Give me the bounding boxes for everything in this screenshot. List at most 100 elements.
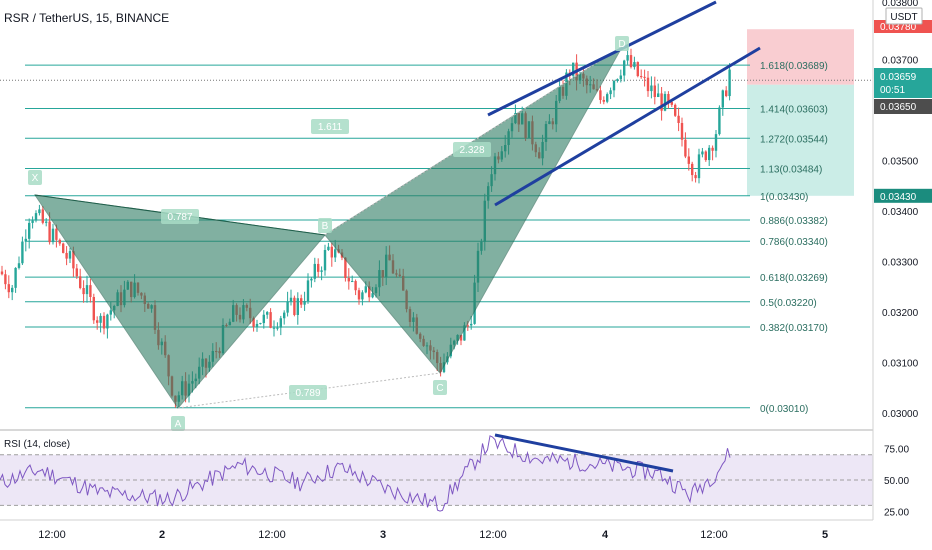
last-close-tag (874, 99, 932, 114)
candle-body (62, 243, 65, 253)
rsi-tick-label: 75.00 (884, 444, 909, 455)
candle-body (694, 175, 697, 179)
candle-body (442, 362, 446, 373)
ratio-xab-label-box (161, 209, 199, 224)
ratio-bcd-label: 2.328 (459, 145, 484, 156)
candle-body (708, 147, 711, 161)
fib-label: 0.618(0.03269) (760, 273, 828, 284)
candle-body (619, 75, 622, 80)
candle-body (599, 90, 602, 100)
candle-body (629, 55, 633, 68)
fib-label: 0.5(0.03220) (760, 298, 817, 309)
ratio-bcd-label-box (453, 142, 491, 157)
candle-body (687, 156, 690, 164)
ratio-xad-label-box (311, 119, 349, 134)
rsi-title: RSI (14, close) (4, 439, 70, 450)
price-tick-label: 0.03100 (882, 358, 919, 369)
target-price-label: 0.03430 (880, 192, 917, 203)
candle-body (7, 284, 10, 293)
fib-label: 0.786(0.03340) (760, 237, 828, 248)
candle-body (643, 76, 646, 78)
candle-body (58, 239, 61, 244)
candle-body (470, 323, 473, 326)
candle-body (306, 280, 310, 302)
candle-body (667, 93, 670, 102)
candle-body (317, 263, 320, 272)
trend-channel[interactable] (487, 0, 761, 207)
rsi-divergence-line[interactable] (494, 433, 674, 473)
candle-body (289, 297, 293, 302)
candle-body (718, 107, 721, 135)
candle-body (75, 268, 78, 277)
candle-body (572, 62, 575, 76)
candle-body (653, 85, 656, 98)
ratio-abc-label: 0.789 (295, 388, 320, 399)
candle-body (364, 286, 367, 293)
candle-body (361, 292, 364, 300)
candle-body (11, 287, 14, 293)
candle-body (357, 290, 361, 300)
price-pane[interactable]: 1.618(0.03689) 1.414(0.03603) 1.272(0.0354… (0, 0, 873, 431)
candle-body (68, 251, 72, 259)
fib-label: 1.272(0.03544) (760, 134, 828, 145)
candle-body (677, 115, 680, 123)
candle-body (714, 134, 718, 151)
ratio-abc-label-box (289, 385, 327, 400)
candle-body (606, 94, 609, 102)
candle-body (109, 310, 112, 315)
candle-body (272, 327, 276, 329)
currency-badge[interactable]: USDT (885, 7, 923, 25)
time-tick-label: 5 (822, 529, 828, 541)
candle-body (684, 139, 687, 157)
point-b-label-box (318, 218, 332, 233)
candle-body (725, 90, 728, 97)
price-axis[interactable]: 0.03000 0.03100 0.03200 0.03300 0.03400 0.035… (872, 0, 932, 520)
point-d-label: D (618, 39, 625, 50)
ratio-xab-label: 0.787 (167, 212, 192, 223)
time-tick-label: 12:00 (479, 529, 507, 541)
symbol-title: RSR / TetherUS, 15, BINANCE (4, 11, 169, 25)
fib-label: 1.414(0.03603) (760, 104, 828, 115)
rsi-pane[interactable]: RSI (14, close) (0, 433, 873, 512)
candle-body (602, 99, 605, 102)
candle-body (34, 213, 38, 221)
candle-body (252, 318, 255, 327)
candle-body (283, 312, 286, 319)
candle-body (48, 221, 51, 243)
candle-body (636, 62, 639, 77)
candle-body (691, 163, 694, 176)
candle-body (646, 77, 650, 92)
candle-body (330, 246, 333, 258)
candle-body (466, 325, 469, 327)
candle-body (0, 271, 4, 275)
countdown-label: 00:51 (880, 85, 905, 96)
time-tick-label: 12:00 (258, 529, 286, 541)
candle-body (313, 263, 316, 279)
candle-body (293, 297, 296, 315)
channel-upper-line[interactable] (487, 0, 717, 117)
candle-body (310, 278, 313, 281)
price-tick-label: 0.03300 (882, 257, 919, 268)
candle-body (51, 228, 55, 243)
candle-body (38, 209, 41, 214)
candle-body (728, 69, 731, 97)
take-profit-zone (747, 84, 854, 196)
candle-body (354, 281, 357, 291)
point-x-label: X (32, 173, 39, 184)
candle-body (99, 315, 102, 323)
candle-body (344, 257, 347, 279)
candle-body (633, 62, 636, 68)
pattern-bcd-triangle[interactable] (324, 46, 623, 374)
rsi-tick-label: 25.00 (884, 508, 909, 519)
candle-body (704, 151, 707, 161)
point-a-label: A (175, 419, 182, 430)
harmonic-pattern[interactable] (33, 46, 623, 409)
candle-body (616, 79, 619, 81)
channel-lower-line[interactable] (494, 46, 761, 207)
fib-label: 1.13(0.03484) (760, 165, 822, 176)
candle-body (262, 314, 265, 324)
point-x-label-box (28, 170, 42, 185)
time-axis[interactable]: 12:00 2 12:00 3 12:00 4 12:00 5 (0, 519, 873, 541)
candle-body (72, 251, 75, 269)
